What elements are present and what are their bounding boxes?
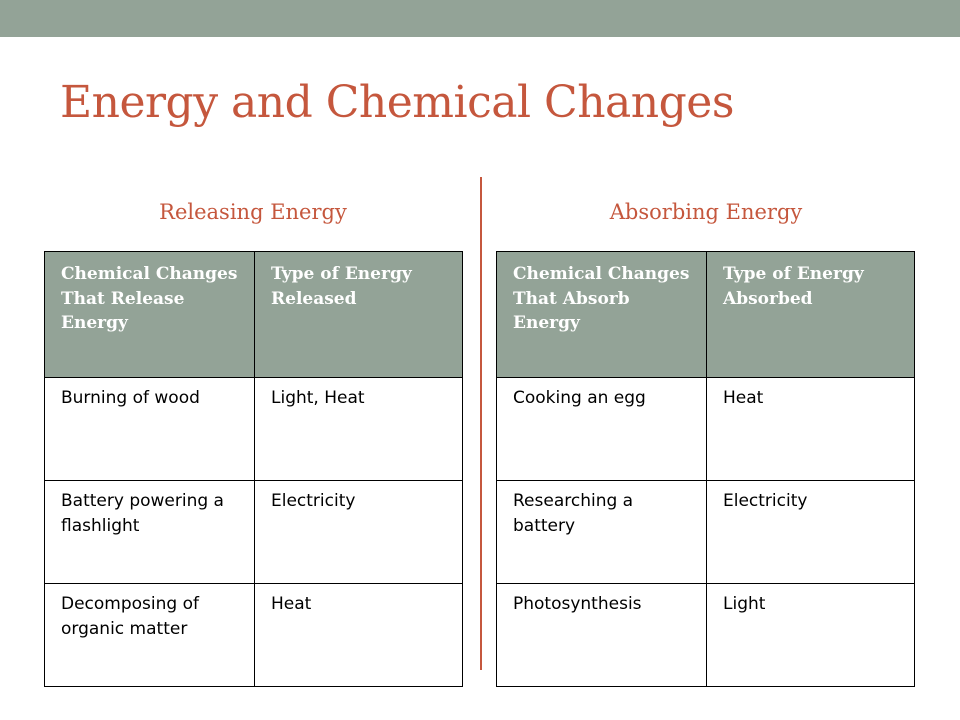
table-cell: Cooking an egg bbox=[496, 377, 707, 481]
table-cell: Heat bbox=[254, 583, 463, 687]
column-header: Chemical Changes That Absorb Energy bbox=[496, 251, 707, 378]
top-accent-bar bbox=[0, 0, 960, 37]
absorbing-energy-heading: Absorbing Energy bbox=[609, 200, 803, 224]
table-cell: Heat bbox=[706, 377, 915, 481]
table-row: Cooking an egg Heat bbox=[496, 377, 915, 481]
table-cell: Photosynthesis bbox=[496, 583, 707, 687]
table-header-row: Chemical Changes That Absorb Energy Type… bbox=[496, 251, 915, 378]
table-header-row: Chemical Changes That Release Energy Typ… bbox=[44, 251, 463, 378]
table-cell: Light bbox=[706, 583, 915, 687]
table-cell: Battery powering a flashlight bbox=[44, 480, 255, 584]
table-cell: Electricity bbox=[254, 480, 463, 584]
table-cell: Burning of wood bbox=[44, 377, 255, 481]
table-cell: Researching a battery bbox=[496, 480, 707, 584]
releasing-energy-heading: Releasing Energy bbox=[159, 200, 347, 224]
table-row: Photosynthesis Light bbox=[496, 583, 915, 687]
table-cell: Decomposing of organic matter bbox=[44, 583, 255, 687]
table-cell: Electricity bbox=[706, 480, 915, 584]
releasing-energy-table: Chemical Changes That Release Energy Typ… bbox=[44, 251, 463, 687]
column-header: Type of Energy Absorbed bbox=[706, 251, 915, 378]
column-header: Type of Energy Released bbox=[254, 251, 463, 378]
table-row: Researching a battery Electricity bbox=[496, 480, 915, 584]
table-cell: Light, Heat bbox=[254, 377, 463, 481]
table-row: Decomposing of organic matter Heat bbox=[44, 583, 463, 687]
table-row: Burning of wood Light, Heat bbox=[44, 377, 463, 481]
absorbing-energy-table: Chemical Changes That Absorb Energy Type… bbox=[496, 251, 915, 687]
column-header: Chemical Changes That Release Energy bbox=[44, 251, 255, 378]
column-divider bbox=[480, 177, 482, 670]
slide-title: Energy and Chemical Changes bbox=[60, 77, 734, 128]
table-row: Battery powering a flashlight Electricit… bbox=[44, 480, 463, 584]
